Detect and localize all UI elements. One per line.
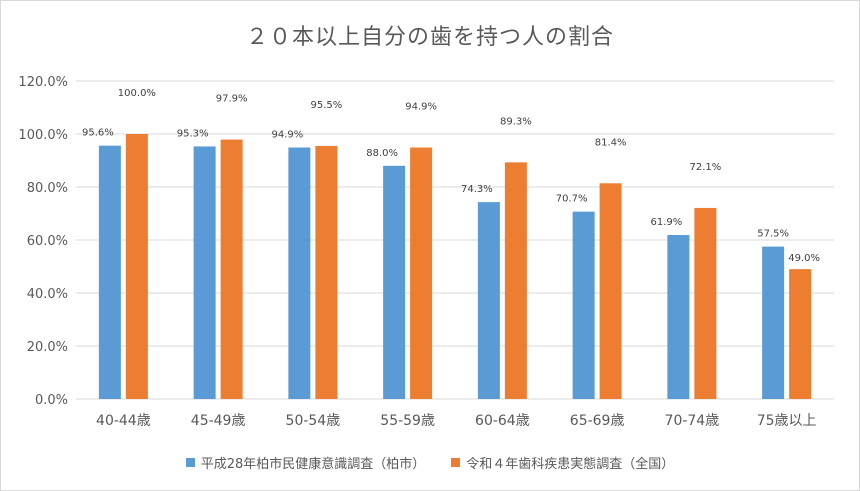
- x-tick-label: 70-74歳: [665, 413, 720, 429]
- legend-item-series-2: 令和４年歯科疾患実態調査（全国）: [451, 453, 674, 472]
- y-tick-label: 80.0%: [27, 181, 68, 196]
- bar-series-1: [667, 234, 690, 399]
- data-label-series-1: 57.5%: [757, 229, 789, 240]
- bar-series-2: [125, 134, 148, 399]
- legend-item-series-1: 平成28年柏市民健康意識調査（柏市）: [185, 453, 426, 472]
- data-label-series-1: 70.7%: [556, 194, 588, 205]
- legend-label-series-2: 令和４年歯科疾患実態調査（全国）: [466, 457, 675, 472]
- x-tick-label: 50-54歳: [286, 413, 341, 429]
- legend-swatch-series-1: [185, 458, 195, 467]
- data-label-series-2: 100.0%: [118, 88, 156, 99]
- bar-series-2: [410, 147, 433, 399]
- bar-series-1: [383, 165, 406, 399]
- legend-label-series-1: 平成28年柏市民健康意識調査（柏市）: [200, 457, 426, 472]
- bar-series-1: [572, 211, 595, 399]
- y-tick-label: 120.0%: [18, 75, 68, 90]
- data-label-series-2: 72.1%: [689, 162, 721, 173]
- data-label-series-2: 89.3%: [500, 116, 532, 127]
- data-label-series-2: 95.5%: [310, 100, 342, 111]
- y-tick-label: 40.0%: [27, 287, 68, 302]
- chart-title: ２０本以上自分の歯を持つ人の割合: [245, 25, 614, 50]
- data-label-series-1: 61.9%: [650, 217, 682, 228]
- bar-series-2: [220, 139, 243, 399]
- bar-series-2: [504, 162, 527, 399]
- chart-legend: 平成28年柏市民健康意識調査（柏市） 令和４年歯科疾患実態調査（全国）: [1, 453, 859, 472]
- data-label-series-2: 49.0%: [788, 253, 820, 264]
- data-label-series-2: 81.4%: [595, 137, 627, 148]
- bar-series-1: [193, 146, 216, 399]
- data-label-series-1: 88.0%: [366, 148, 398, 159]
- y-tick-label: 60.0%: [27, 234, 68, 249]
- x-tick-label: 40-44歳: [96, 413, 151, 429]
- data-label-series-1: 94.9%: [271, 130, 303, 141]
- data-label-series-1: 95.3%: [177, 128, 209, 139]
- bar-series-2: [599, 183, 622, 399]
- x-tick-label: 65-69歳: [570, 413, 625, 429]
- bar-series-2: [694, 207, 717, 399]
- y-tick-label: 0.0%: [35, 393, 68, 408]
- data-label-series-1: 95.6%: [82, 128, 114, 139]
- data-label-series-1: 74.3%: [461, 184, 493, 195]
- x-tick-label: 55-59歳: [380, 413, 435, 429]
- bar-series-2: [315, 145, 338, 399]
- bar-series-1: [762, 246, 785, 399]
- data-label-series-2: 97.9%: [216, 94, 248, 105]
- bar-series-1: [477, 202, 500, 399]
- bar-series-2: [789, 269, 812, 399]
- x-tick-label: 75歳以上: [757, 413, 817, 429]
- y-tick-label: 20.0%: [27, 340, 68, 355]
- data-label-series-2: 94.9%: [405, 102, 437, 113]
- bar-series-1: [288, 147, 311, 399]
- y-tick-label: 100.0%: [18, 128, 68, 143]
- x-tick-label: 60-64歳: [475, 413, 530, 429]
- legend-swatch-series-2: [451, 458, 461, 467]
- bar-series-1: [98, 145, 121, 399]
- x-tick-label: 45-49歳: [191, 413, 246, 429]
